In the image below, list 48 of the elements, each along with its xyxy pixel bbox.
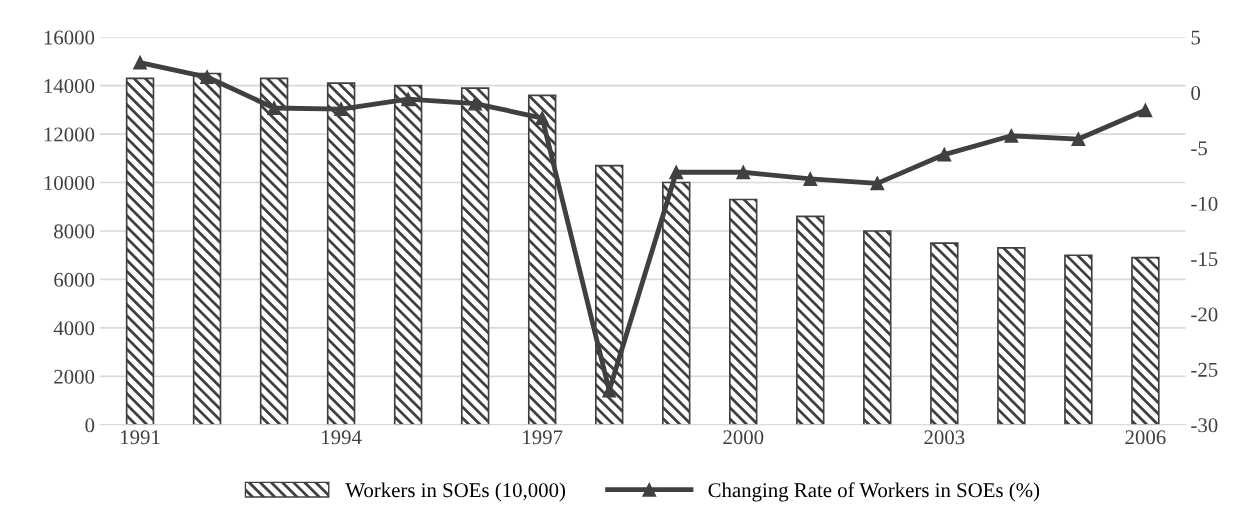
- y-tick-label: 16000: [44, 30, 95, 45]
- y-tick-label: 4000: [53, 321, 95, 336]
- x-tick-label: 2006: [1125, 430, 1166, 445]
- bar: [729, 198, 758, 425]
- bar: [997, 247, 1026, 425]
- y-tick-label: 2000: [54, 369, 95, 384]
- point: [401, 92, 416, 107]
- point: [669, 165, 684, 180]
- x-tick-label: 2003: [924, 430, 965, 445]
- y2-tick-label: -20: [1191, 307, 1218, 322]
- legend-label: Workers in SOEs (10,000): [345, 482, 566, 502]
- x-tick-label: 1991: [121, 430, 160, 445]
- x-tick-label: 1994: [322, 430, 362, 445]
- bar: [863, 230, 892, 425]
- y-tick-label: 10000: [44, 175, 95, 190]
- y2-tick-label: -5: [1191, 141, 1207, 156]
- y2-tick-label: -25: [1191, 362, 1218, 377]
- point: [334, 102, 349, 117]
- legend-label: Changing Rate of Workers in SOEs (%): [708, 482, 1040, 502]
- bar: [930, 242, 959, 425]
- point: [133, 55, 147, 70]
- bar: [1131, 256, 1160, 425]
- x-tick-label: 1997: [523, 430, 563, 445]
- bar: [796, 215, 825, 425]
- y-tick-label: 0: [85, 418, 95, 433]
- point: [1138, 103, 1153, 118]
- x-tick-label: 2000: [723, 430, 764, 445]
- point: [200, 70, 215, 84]
- y2-tick-label: -30: [1191, 418, 1218, 433]
- bar: [1064, 254, 1093, 425]
- point: [803, 171, 818, 186]
- bar: [125, 77, 155, 425]
- y2-tick-label: 5: [1191, 30, 1201, 45]
- point: [937, 147, 952, 162]
- y-tick-label: 6000: [54, 272, 95, 287]
- point: [1004, 128, 1019, 143]
- point: [736, 165, 751, 180]
- y-tick-label: 8000: [54, 224, 95, 239]
- point: [535, 111, 550, 125]
- y2-tick-label: 0: [1191, 85, 1201, 100]
- y2-tick-label: -10: [1191, 196, 1218, 211]
- y2-tick-label: -15: [1191, 252, 1218, 267]
- point: [1071, 132, 1086, 147]
- point: [267, 101, 282, 115]
- point: [870, 176, 885, 191]
- y-tick-label: 12000: [44, 127, 95, 142]
- point: [468, 96, 483, 111]
- y-tick-label: 14000: [44, 79, 95, 94]
